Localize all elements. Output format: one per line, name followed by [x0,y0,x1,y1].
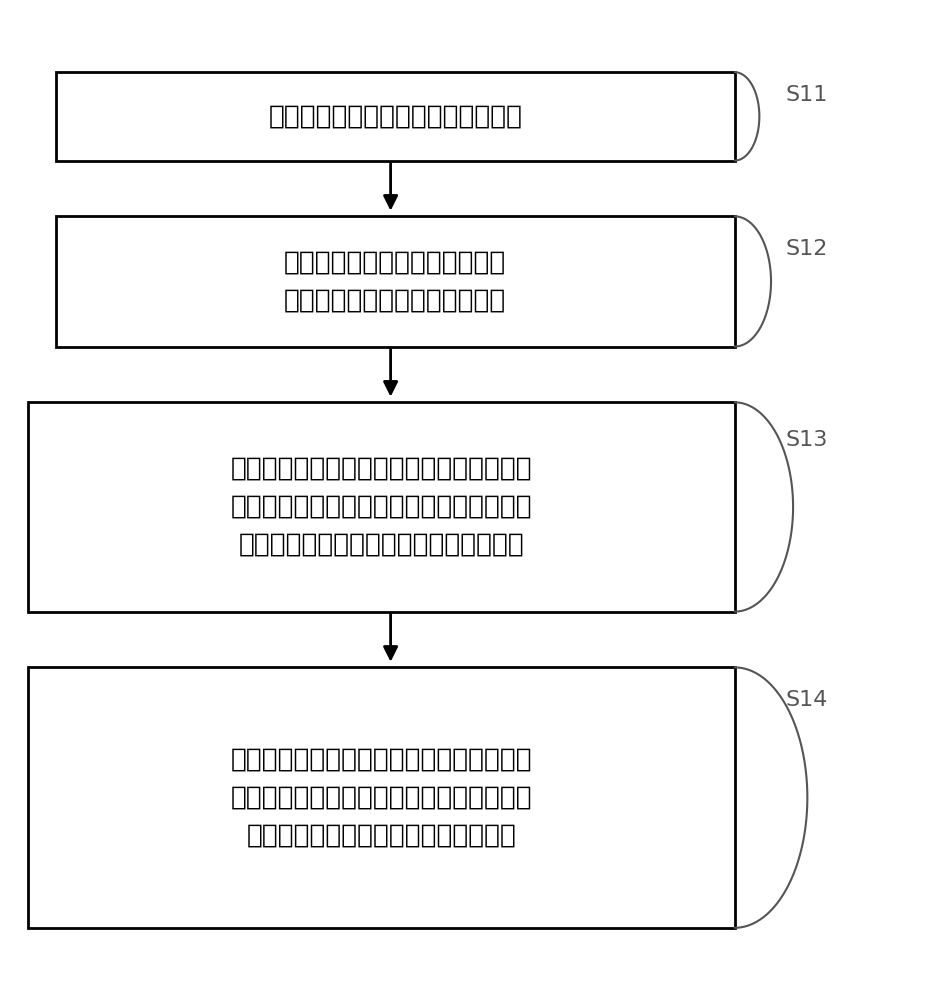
Bar [56,216,735,347]
Text: 检测设备对超声图像进行心肌区
域分割，得到心肌区域分割图像: 检测设备对超声图像进行心肌区 域分割，得到心肌区域分割图像 [285,249,506,313]
Text: S13: S13 [786,430,829,450]
Text: S11: S11 [786,85,829,105]
Text: 检测设备获取一预设切面的超声图像: 检测设备获取一预设切面的超声图像 [268,103,523,129]
Bar [56,72,735,161]
Text: 对采样点进行位置追踪，结合采样点的初始
位置和采样点的位置追踪过程，计算心肌应
变和整体纵向应变，提供实时应变成像: 对采样点进行位置追踪，结合采样点的初始 位置和采样点的位置追踪过程，计算心肌应 … [231,747,532,849]
Bar [28,667,735,928]
Bar [28,402,735,612]
Text: S12: S12 [786,239,829,259]
Text: S14: S14 [786,690,829,710]
Text: 检测设备通过所有预设切面的心肌区域分割
图像获取心肌轮廓的形状，将心肌轮廓计算
所得的采样点位置作为采样点的初始位置: 检测设备通过所有预设切面的心肌区域分割 图像获取心肌轮廓的形状，将心肌轮廓计算 … [231,456,532,558]
